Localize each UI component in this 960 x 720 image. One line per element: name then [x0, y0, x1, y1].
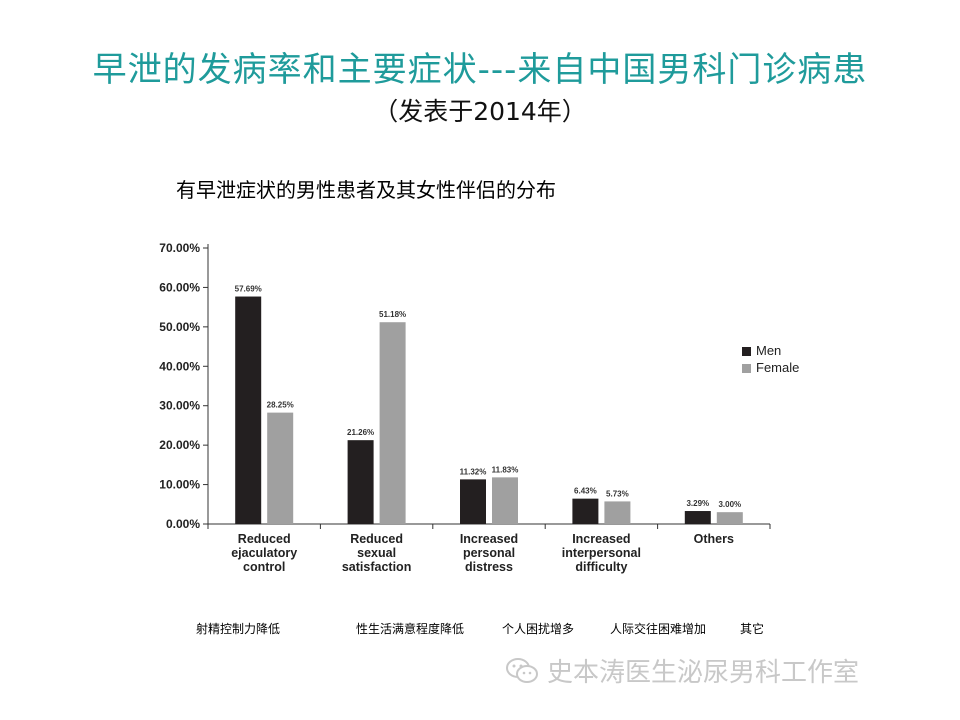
y-tick-label: 20.00%	[159, 438, 200, 452]
watermark: 史本涛医生泌尿男科工作室	[505, 652, 859, 689]
category-label: satisfaction	[342, 560, 411, 574]
category-label: interpersonal	[562, 546, 641, 560]
category-label: personal	[463, 546, 515, 560]
data-label: 5.73%	[606, 489, 629, 498]
bar-men	[460, 479, 486, 524]
data-label: 3.29%	[686, 499, 709, 508]
category-label: Reduced	[350, 532, 403, 546]
cn-label-distress: 个人困扰增多	[502, 622, 575, 636]
y-tick-label: 60.00%	[159, 280, 200, 294]
slide-subtitle: （发表于2014年）	[373, 97, 587, 126]
wechat-icon	[506, 657, 538, 683]
data-label: 11.32%	[460, 467, 487, 476]
data-label: 3.00%	[718, 500, 741, 509]
data-label: 6.43%	[574, 487, 597, 496]
y-tick-label: 0.00%	[166, 517, 200, 531]
cn-label-interpersonal: 人际交往困难增加	[610, 622, 707, 636]
legend-swatch-men	[742, 347, 751, 356]
y-tick-label: 70.00%	[159, 241, 200, 255]
bar-men	[235, 296, 262, 524]
bar-chart: 0.00% 10.00% 20.00% 30.00% 40.00% 50.00% 60.00…	[159, 241, 799, 574]
category-label: difficulty	[575, 560, 627, 574]
category-label: Increased	[460, 532, 518, 546]
data-label: 51.18%	[379, 310, 406, 319]
cn-label-satisfaction: 性生活满意程度降低	[356, 622, 465, 636]
category-label: distress	[465, 560, 513, 574]
category-label: sexual	[357, 546, 396, 560]
category-label: control	[243, 560, 285, 574]
cn-label-ejaculatory: 射精控制力降低	[196, 622, 281, 636]
category-label: Increased	[572, 532, 630, 546]
cn-label-others: 其它	[740, 622, 765, 636]
category-label: Others	[694, 532, 734, 546]
data-label: 57.69%	[235, 285, 262, 294]
bar-men	[572, 498, 599, 524]
data-label: 11.83%	[492, 465, 519, 474]
slide-title: 早泄的发病率和主要症状---来自中国男科门诊病患	[92, 50, 868, 90]
y-tick-label: 30.00%	[159, 399, 200, 413]
legend-label-female: Female	[756, 360, 799, 375]
bar-female	[604, 501, 631, 524]
category-label: ejaculatory	[231, 546, 297, 560]
chart-heading: 有早泄症状的男性患者及其女性伴侣的分布	[176, 178, 556, 202]
data-label: 28.25%	[267, 401, 294, 410]
legend-swatch-female	[742, 364, 751, 373]
bar-female	[267, 412, 294, 524]
bar-men	[347, 440, 374, 524]
legend-label-men: Men	[756, 343, 781, 358]
y-tick-label: 10.00%	[159, 478, 200, 492]
category-label: Reduced	[238, 532, 291, 546]
y-tick-label: 40.00%	[159, 359, 200, 373]
y-tick-label: 50.00%	[159, 320, 200, 334]
bar-female	[716, 512, 743, 524]
watermark-text: 史本涛医生泌尿男科工作室	[547, 658, 860, 688]
bar-men	[684, 511, 711, 524]
bar-female	[492, 477, 518, 524]
bar-female	[379, 322, 406, 524]
data-label: 21.26%	[347, 428, 374, 437]
